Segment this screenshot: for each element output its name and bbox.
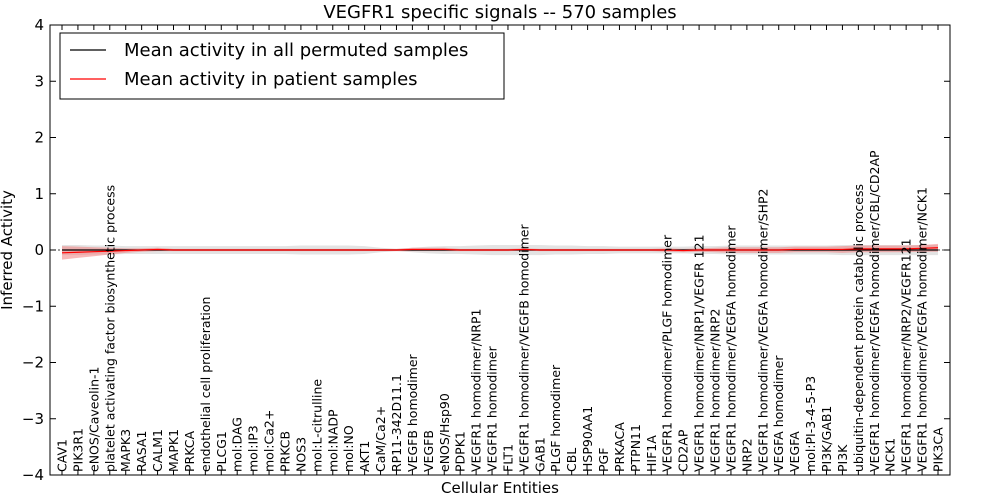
y-tick-label: −3 xyxy=(22,410,44,428)
x-category-label: NCK1 xyxy=(883,438,898,472)
x-category-label: VEGFR1 homodimer/VEGFA homodimer/CBL/CD2… xyxy=(867,150,882,472)
x-axis-label: Cellular Entities xyxy=(441,479,559,497)
x-category-label: PRKCA xyxy=(182,431,197,472)
x-category-label: VEGFR1 homodimer/VEGFA homodimer/SHP2 xyxy=(755,188,770,472)
x-category-label: VEGFR1 homodimer/PLGF homodimer xyxy=(660,234,675,472)
plot-frame xyxy=(49,24,951,476)
x-category-label: PRKACA xyxy=(612,422,627,472)
x-category-label: VEGFR1 homodimer/VEGFA homodimer/NCK1 xyxy=(915,187,930,472)
x-category-label: NOS3 xyxy=(293,437,308,472)
x-category-label: GAB1 xyxy=(532,437,547,472)
x-category-label: endothelial cell proliferation xyxy=(198,297,213,472)
x-category-label: VEGFB homodimer xyxy=(405,353,420,472)
x-category-label: PGF xyxy=(596,448,611,472)
x-category-label: mol:NADP xyxy=(325,409,340,472)
legend: Mean activity in all permuted samples Me… xyxy=(59,32,505,100)
x-category-label: PIK3R1 xyxy=(70,428,85,472)
x-category-label: mol:DAG xyxy=(230,417,245,472)
x-category-label: mol:Ca2+ xyxy=(262,410,277,472)
x-category-label: mol:NO xyxy=(341,425,356,472)
x-category-label: RP11-342D11.1 xyxy=(389,374,404,472)
x-category-label: VEGFR1 homodimer/NRP2/VEGFR121 xyxy=(899,238,914,472)
x-category-label: PTPN11 xyxy=(628,424,643,472)
x-category-label: VEGFR1 homodimer/VEGFA homodimer xyxy=(723,225,738,472)
x-category-label: mol:IP3 xyxy=(246,425,261,472)
x-category-label: VEGFR1 homodimer/NRP2 xyxy=(708,309,723,472)
x-category-label: FLT1 xyxy=(500,444,515,472)
x-category-label: PLCG1 xyxy=(214,431,229,472)
x-category-label: PRKCB xyxy=(277,431,292,472)
legend-box xyxy=(59,32,505,100)
y-tick-label: −2 xyxy=(22,354,44,372)
x-category-label: platelet activating factor biosynthetic … xyxy=(102,185,117,472)
x-category-label: CaM/Ca2+ xyxy=(373,406,388,472)
x-category-label: VEGFA homodimer xyxy=(771,355,786,472)
x-category-label: RASA1 xyxy=(134,431,149,472)
x-category-label: mol:PI-3-4-5-P3 xyxy=(803,376,818,472)
x-category-label: PIK3CA xyxy=(931,427,946,472)
y-tick-label: 1 xyxy=(34,185,44,203)
x-category-label: CAV1 xyxy=(55,439,70,472)
y-tick-label: −1 xyxy=(22,297,44,315)
x-category-label: eNOS/Hsp90 xyxy=(437,393,452,472)
x-category-label: VEGFB xyxy=(421,430,436,472)
patient-mean-line xyxy=(61,247,939,254)
x-category-label: mol:L-citrulline xyxy=(309,379,324,472)
y-tick-label: 3 xyxy=(34,72,44,90)
x-category-label: ubiquitin-dependent protein catabolic pr… xyxy=(851,184,866,472)
x-category-label: AKT1 xyxy=(357,441,372,472)
x-category-label: MAPK1 xyxy=(166,429,181,472)
y-axis-label: Inferred Activity xyxy=(0,190,16,310)
x-category-label: VEGFR1 homodimer/NRP1/VEGFR 121 xyxy=(692,234,707,472)
x-category-label: MAPK3 xyxy=(118,429,133,472)
patient-band xyxy=(62,243,938,260)
x-category-label: HSP90AA1 xyxy=(580,406,595,472)
x-category-label: CD2AP xyxy=(676,429,691,472)
x-category-label: VEGFA xyxy=(787,431,802,472)
x-category-label: CBL xyxy=(564,448,579,472)
x-category-label: PLGF homodimer xyxy=(548,364,563,472)
y-axis: −4 −3 −2 −1 0 1 2 3 4 xyxy=(22,16,950,484)
y-tick-label: 0 xyxy=(34,241,44,259)
series-lines xyxy=(50,247,950,254)
chart-title: VEGFR1 specific signals -- 570 samples xyxy=(323,2,676,23)
x-category-label: PI3K/GAB1 xyxy=(819,406,834,472)
x-category-label: PDPK1 xyxy=(453,431,468,472)
x-category-label: eNOS/Caveolin-1 xyxy=(86,367,101,472)
legend-label-permuted: Mean activity in all permuted samples xyxy=(124,40,468,61)
x-category-label: CALM1 xyxy=(150,429,165,472)
x-category-label: HIF1A xyxy=(644,435,659,472)
confidence-bands xyxy=(62,243,938,260)
x-category-label: VEGFR1 homodimer/VEGFB homodimer xyxy=(516,224,531,472)
y-tick-label: 2 xyxy=(34,129,44,147)
x-axis: CAV1 PIK3R1 eNOS/Caveolin-1 platelet activa… xyxy=(55,25,946,475)
x-category-label: VEGFR1 homodimer/NRP1 xyxy=(469,309,484,472)
x-category-label: VEGFR1 homodimer xyxy=(485,345,500,472)
x-category-label: PI3K xyxy=(835,444,850,472)
legend-label-patient: Mean activity in patient samples xyxy=(124,69,418,90)
x-category-label: NRP2 xyxy=(739,438,754,472)
y-tick-label: −4 xyxy=(22,466,44,484)
y-tick-label: 4 xyxy=(34,16,44,34)
